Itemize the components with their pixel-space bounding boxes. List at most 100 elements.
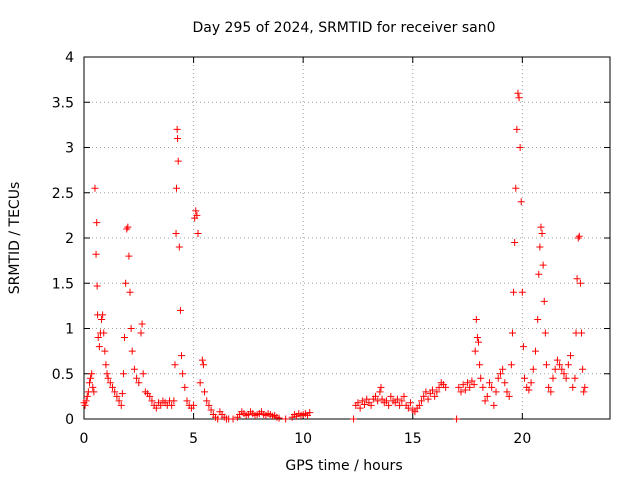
data-point (547, 388, 555, 396)
data-point (579, 365, 587, 373)
x-tick-label: 20 (513, 431, 531, 447)
data-point (282, 415, 290, 423)
data-point (558, 365, 566, 373)
data-point (128, 347, 136, 355)
data-point (104, 374, 112, 382)
data-point (139, 370, 147, 378)
data-point (499, 365, 507, 373)
y-tick-label: 1 (65, 322, 74, 338)
x-axis-label: GPS time / hours (285, 458, 402, 474)
data-point (580, 388, 588, 396)
data-point (82, 397, 90, 405)
x-tick-label: 15 (404, 431, 422, 447)
data-point (578, 329, 586, 337)
data-point (567, 352, 575, 360)
data-point (126, 288, 134, 296)
data-point (519, 343, 527, 351)
data-point (183, 397, 191, 405)
data-point (556, 361, 564, 369)
data-point (101, 347, 109, 355)
data-point (93, 219, 101, 227)
data-point (404, 404, 412, 412)
data-point (576, 279, 584, 287)
data-point (83, 392, 91, 400)
data-point (472, 315, 480, 323)
data-point (125, 252, 133, 260)
data-point (378, 395, 386, 403)
data-point (363, 395, 371, 403)
data-point (172, 184, 180, 192)
data-point (461, 386, 469, 394)
data-point (525, 386, 533, 394)
data-point (91, 184, 99, 192)
data-point (203, 397, 211, 405)
data-point (468, 377, 476, 385)
data-point (157, 401, 165, 409)
data-point (490, 401, 498, 409)
data-point (459, 381, 467, 389)
data-point (137, 329, 145, 337)
data-point (374, 397, 382, 405)
data-point (496, 370, 504, 378)
data-point (175, 243, 183, 251)
data-point (178, 352, 186, 360)
data-point (194, 229, 202, 237)
data-point (481, 397, 489, 405)
data-point (494, 374, 502, 382)
data-point (192, 207, 200, 215)
data-point (89, 383, 97, 391)
data-point (531, 347, 539, 355)
data-point (93, 282, 101, 290)
data-point (507, 361, 515, 369)
data-point (87, 374, 95, 382)
data-point (426, 390, 434, 398)
points-layer (80, 89, 589, 423)
data-point (512, 184, 520, 192)
data-point (115, 397, 123, 405)
data-point (196, 379, 204, 387)
data-point (560, 370, 568, 378)
data-point (371, 392, 379, 400)
data-point (466, 383, 474, 391)
data-point (100, 329, 108, 337)
data-point (94, 334, 102, 342)
data-point (424, 395, 432, 403)
data-point (358, 397, 366, 405)
data-point (121, 334, 129, 342)
y-tick-label: 1.5 (52, 276, 74, 292)
y-tick-label: 2 (65, 231, 74, 247)
data-point (541, 329, 549, 337)
data-point (148, 397, 156, 405)
data-point (538, 229, 546, 237)
data-point (473, 334, 481, 342)
data-point (85, 379, 93, 387)
data-point (464, 379, 472, 387)
data-point (92, 250, 100, 258)
data-point (518, 288, 526, 296)
data-point (382, 397, 390, 405)
data-point (81, 401, 89, 409)
data-point (103, 370, 111, 378)
y-tick-label: 0.5 (52, 367, 74, 383)
data-point (569, 383, 577, 391)
data-point (106, 379, 114, 387)
data-point (508, 329, 516, 337)
data-point (431, 392, 439, 400)
data-point (545, 383, 553, 391)
data-point (99, 311, 107, 319)
data-point (193, 211, 201, 219)
data-point (503, 388, 511, 396)
data-point (428, 386, 436, 394)
data-point (199, 361, 207, 369)
data-point (138, 320, 146, 328)
data-point (350, 415, 358, 423)
data-point (422, 388, 430, 396)
data-point (551, 365, 559, 373)
data-point (511, 239, 519, 247)
data-point (146, 392, 154, 400)
data-point (475, 338, 482, 346)
data-point (90, 388, 98, 396)
data-point (385, 401, 393, 409)
data-point (181, 383, 189, 391)
